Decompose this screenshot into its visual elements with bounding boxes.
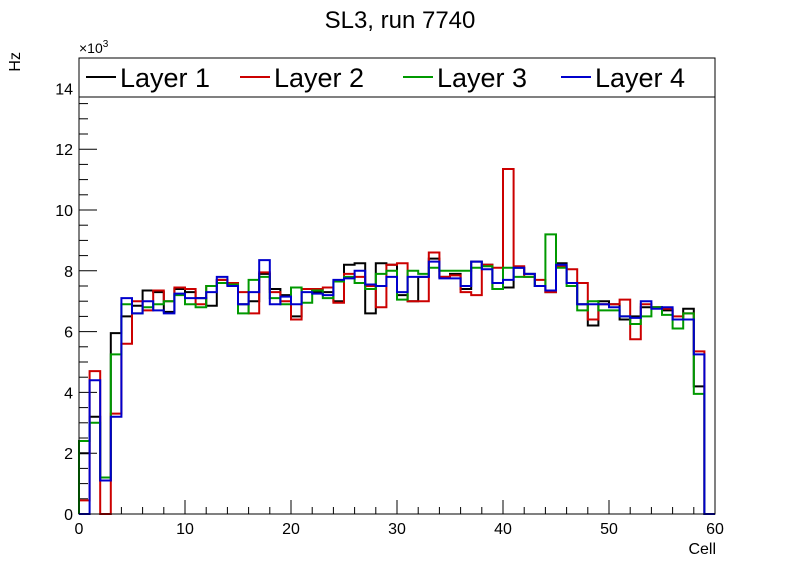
x-tick-label: 20 <box>282 521 300 538</box>
legend-box <box>78 57 716 98</box>
y-tick-label: 14 <box>55 81 73 98</box>
series-line <box>78 233 715 515</box>
y-tick-label: 0 <box>64 507 73 524</box>
series-line <box>79 259 715 515</box>
y-tick-label: 10 <box>55 203 73 220</box>
x-tick-label: 0 <box>75 521 84 538</box>
x-tick-label: 50 <box>600 521 618 538</box>
y-multiplier-base: ×10 <box>79 40 103 56</box>
series-layer-4 <box>79 259 715 515</box>
y-tick-label: 12 <box>55 142 73 159</box>
legend-label: Layer 2 <box>274 63 364 93</box>
y-multiplier: ×103 <box>79 39 109 56</box>
series-layer-2 <box>78 167 715 515</box>
y-axis-label: Hz <box>7 52 24 72</box>
series-line <box>78 167 715 515</box>
chart-title: SL3, run 7740 <box>325 7 476 34</box>
x-axis-label: Cell <box>688 541 716 558</box>
y-tick-label: 6 <box>64 325 73 342</box>
x-tick-label: 10 <box>176 521 194 538</box>
legend-label: Layer 4 <box>595 63 685 93</box>
x-tick-label: 60 <box>706 521 724 538</box>
legend-label: Layer 1 <box>120 63 210 93</box>
y-multiplier-exp: 3 <box>103 39 109 50</box>
y-tick-label: 2 <box>64 446 73 463</box>
y-tick-label: 4 <box>64 385 73 402</box>
legend: Layer 1 Layer 2 Layer 3 Layer 4 <box>78 57 716 98</box>
x-tick-label: 40 <box>494 521 512 538</box>
series-layer-3 <box>78 233 715 515</box>
legend-label: Layer 3 <box>437 63 527 93</box>
y-tick-label: 8 <box>64 264 73 281</box>
x-tick-label: 30 <box>388 521 406 538</box>
